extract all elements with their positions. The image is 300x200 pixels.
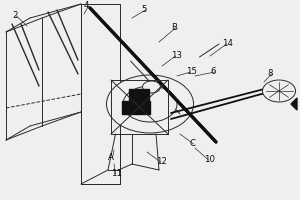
Text: 10: 10 [204, 156, 215, 164]
Text: 6: 6 [210, 68, 215, 76]
Text: 4: 4 [84, 1, 89, 10]
Text: 2: 2 [12, 11, 17, 21]
Text: C: C [189, 140, 195, 148]
Polygon shape [291, 98, 297, 110]
Text: 8: 8 [267, 70, 272, 78]
Text: A: A [108, 154, 114, 162]
Circle shape [142, 81, 160, 93]
Text: 5: 5 [141, 5, 146, 15]
Text: 11: 11 [111, 170, 122, 178]
Text: 13: 13 [171, 51, 182, 60]
Text: B: B [171, 23, 177, 32]
Text: 15: 15 [186, 68, 197, 76]
Circle shape [123, 86, 177, 122]
Bar [129, 89, 148, 100]
Circle shape [262, 80, 296, 102]
Text: 12: 12 [156, 158, 167, 166]
Bar [122, 101, 150, 114]
Circle shape [106, 75, 194, 133]
Text: 14: 14 [222, 40, 233, 48]
